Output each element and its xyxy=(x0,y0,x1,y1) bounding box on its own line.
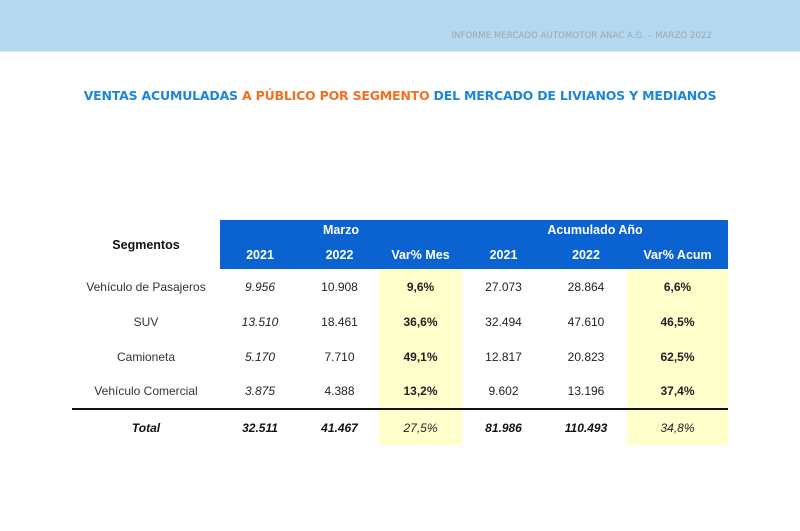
total-acum-2022: 110.493 xyxy=(564,421,608,435)
segment-name: Camioneta xyxy=(116,350,176,364)
col-header-2021-acum: 2021 xyxy=(489,247,518,262)
acum-2021: 32.494 xyxy=(485,315,522,329)
var-acum: 46,5% xyxy=(660,315,695,329)
total-var-acum: 34,8% xyxy=(660,421,695,435)
acum-2022: 20.823 xyxy=(567,350,605,364)
var-acum: 62,5% xyxy=(660,350,695,364)
var-acum: 37,4% xyxy=(660,384,695,398)
title-part-3: DEL MERCADO DE LIVIANOS Y MEDIANOS xyxy=(429,88,717,103)
mes-2021: 9.956 xyxy=(244,280,276,294)
col-header-2022-acum: 2022 xyxy=(572,247,600,262)
segment-name: SUV xyxy=(133,315,159,329)
title-part-1: VENTAS ACUMULADAS xyxy=(83,88,242,103)
segment-name: Vehículo de Pasajeros xyxy=(86,280,206,294)
var-mes: 13,2% xyxy=(403,384,438,398)
report-banner: INFORME MERCADO AUTOMOTOR ANAC A.G. – MA… xyxy=(0,0,800,52)
var-mes: 36,6% xyxy=(403,315,438,329)
mes-2021: 13.510 xyxy=(241,315,279,329)
acum-2022: 13.196 xyxy=(567,384,605,398)
col-header-2021-mes: 2021 xyxy=(246,247,274,262)
var-mes: 9,6% xyxy=(406,280,435,294)
total-mes-2022: 41.467 xyxy=(321,421,358,435)
var-acum-highlight xyxy=(627,269,728,445)
total-label: Total xyxy=(131,421,161,435)
group-header-marzo: Marzo xyxy=(322,223,360,237)
mes-2022: 18.461 xyxy=(321,315,358,329)
col-header-var-acum: Var% Acum xyxy=(643,247,712,262)
total-divider xyxy=(72,408,728,410)
var-acum: 6,6% xyxy=(663,280,692,294)
mes-2022: 4.388 xyxy=(324,384,355,398)
title-part-2: A PÚBLICO POR SEGMENTO xyxy=(242,88,430,103)
mes-2021: 3.875 xyxy=(244,384,276,398)
acum-2022: 47.610 xyxy=(567,315,605,329)
var-mes: 49,1% xyxy=(403,350,438,364)
mes-2022: 10.908 xyxy=(321,280,358,294)
var-mes-highlight xyxy=(379,269,462,445)
mes-2022: 7.710 xyxy=(324,350,355,364)
acum-2022: 28.864 xyxy=(567,280,605,294)
col-header-2022-mes: 2022 xyxy=(325,247,354,262)
acum-2021: 12.817 xyxy=(485,350,522,364)
segment-name: Vehículo Comercial xyxy=(94,384,198,398)
acum-2021: 9.602 xyxy=(488,384,519,398)
segments-header: Segmentos xyxy=(112,237,180,252)
total-mes-2021: 32.511 xyxy=(242,421,278,435)
total-acum-2021: 81.986 xyxy=(485,421,522,435)
total-var-mes: 27,5% xyxy=(403,421,438,435)
banner-text: INFORME MERCADO AUTOMOTOR ANAC A.G. – MA… xyxy=(451,31,712,41)
table-header-band xyxy=(220,220,728,269)
group-header-acumulado: Acumulado Año xyxy=(547,223,643,237)
mes-2021: 5.170 xyxy=(244,350,276,364)
col-header-var-mes: Var% Mes xyxy=(391,247,450,262)
acum-2021: 27.073 xyxy=(485,280,522,294)
page-title: VENTAS ACUMULADAS A PÚBLICO POR SEGMENTO… xyxy=(0,88,800,103)
